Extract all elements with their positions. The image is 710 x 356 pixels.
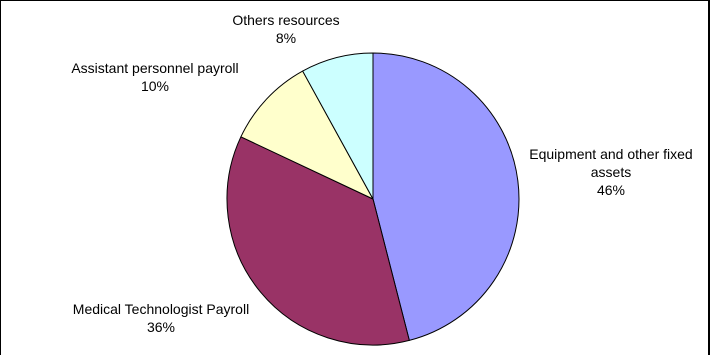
pie-slice <box>302 52 374 200</box>
slice-label: Others resources 8% <box>232 12 339 46</box>
pie-slice <box>226 136 410 346</box>
pie-slices <box>226 52 520 346</box>
slice-label-line: Others resources <box>232 12 339 28</box>
pie-slice <box>240 70 374 200</box>
slice-percent: 8% <box>276 30 296 46</box>
slice-label: Medical Technologist Payroll 36% <box>73 301 249 335</box>
pie-slice <box>372 52 520 341</box>
pie-labels: Equipment and other fixed assets 46% Medica… <box>71 12 692 335</box>
slice-label-line: assets <box>591 164 631 180</box>
slice-label: Equipment and other fixed assets 46% <box>529 146 692 198</box>
slice-percent: 46% <box>597 182 625 198</box>
slice-percent: 36% <box>147 319 175 335</box>
slice-label-line: Equipment and other fixed <box>529 146 692 162</box>
slice-percent: 10% <box>141 78 169 94</box>
slice-label-line: Medical Technologist Payroll <box>73 301 249 317</box>
slice-label-line: Assistant personnel payroll <box>71 60 238 76</box>
slice-label: Assistant personnel payroll 10% <box>71 60 238 94</box>
